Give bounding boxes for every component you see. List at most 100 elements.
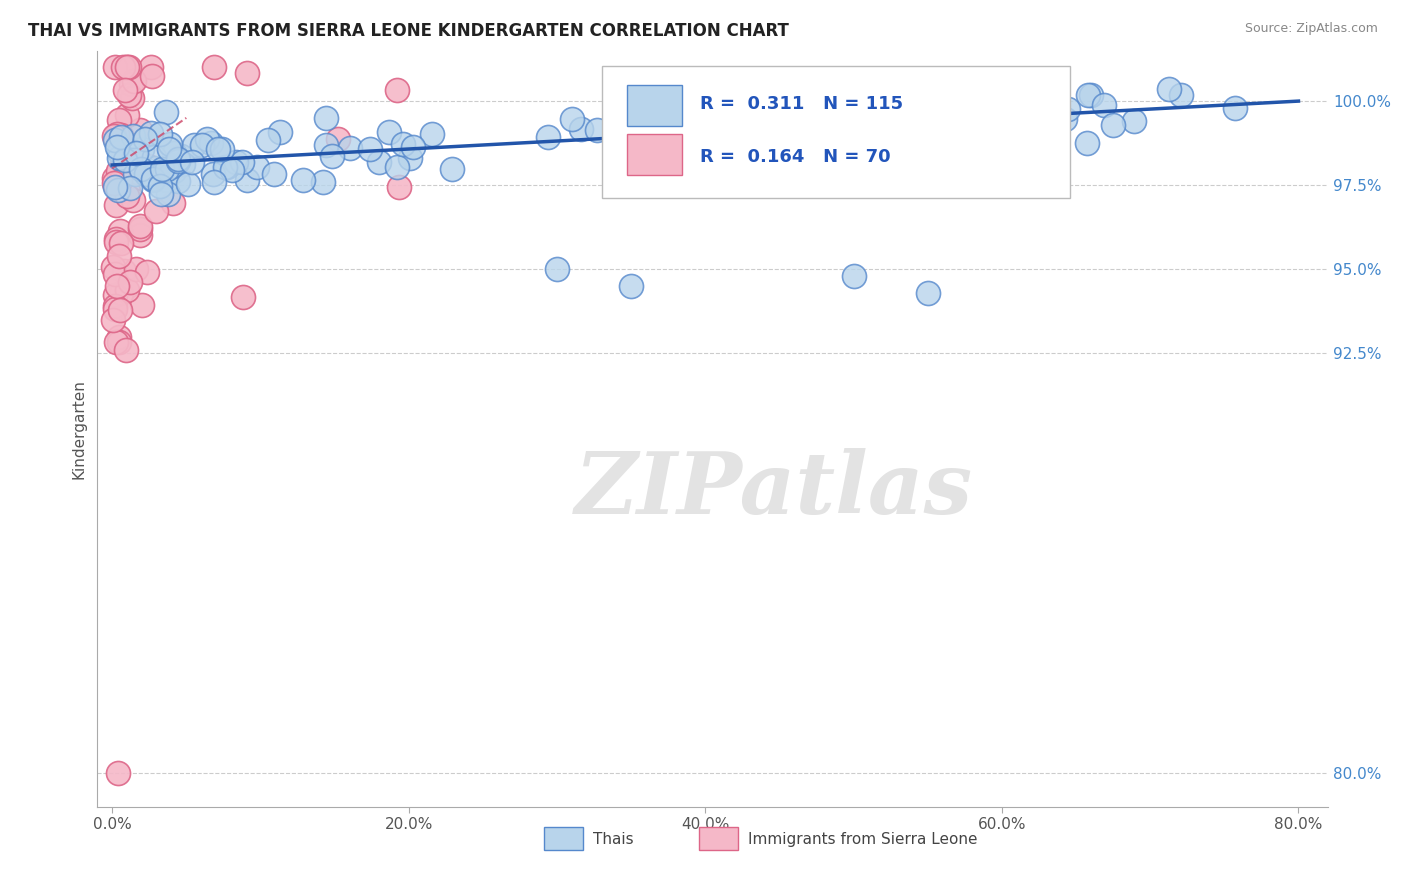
Point bbox=[162, 196, 184, 211]
Point bbox=[177, 177, 200, 191]
Point bbox=[167, 152, 190, 166]
Point bbox=[167, 154, 190, 169]
Point bbox=[121, 128, 143, 143]
Point bbox=[104, 198, 127, 212]
Point bbox=[117, 108, 139, 122]
FancyBboxPatch shape bbox=[627, 134, 682, 176]
Point bbox=[107, 766, 129, 780]
Point bbox=[117, 87, 139, 102]
Point bbox=[1122, 113, 1144, 128]
Point bbox=[842, 268, 865, 283]
Point bbox=[378, 125, 401, 139]
Point bbox=[872, 112, 894, 127]
Point bbox=[211, 142, 233, 156]
Point bbox=[135, 168, 157, 182]
Point bbox=[110, 128, 132, 142]
Point bbox=[385, 160, 408, 174]
Point bbox=[561, 112, 583, 127]
Point bbox=[149, 127, 172, 141]
Point bbox=[620, 131, 643, 145]
Point bbox=[104, 302, 127, 317]
Point bbox=[108, 249, 131, 263]
Point bbox=[110, 224, 132, 238]
Point bbox=[160, 159, 183, 173]
Point bbox=[215, 161, 238, 175]
Point bbox=[122, 193, 145, 207]
Point bbox=[142, 150, 165, 164]
Point bbox=[107, 164, 129, 178]
Text: Immigrants from Sierra Leone: Immigrants from Sierra Leone bbox=[748, 831, 977, 847]
Point bbox=[104, 288, 127, 302]
Point bbox=[950, 120, 973, 135]
Point bbox=[232, 289, 254, 303]
Point bbox=[190, 138, 212, 153]
Point bbox=[128, 219, 150, 233]
Text: R =  0.164   N = 70: R = 0.164 N = 70 bbox=[700, 147, 891, 166]
Point bbox=[730, 151, 752, 165]
Point bbox=[122, 74, 145, 88]
Point bbox=[586, 123, 609, 137]
Point bbox=[934, 126, 956, 140]
Point bbox=[1076, 136, 1098, 151]
Point bbox=[385, 83, 408, 97]
Point bbox=[200, 136, 222, 150]
Point bbox=[103, 177, 125, 191]
Point bbox=[291, 173, 314, 187]
Point bbox=[105, 334, 128, 349]
Point bbox=[1080, 88, 1102, 103]
Y-axis label: Kindergarten: Kindergarten bbox=[72, 379, 86, 479]
FancyBboxPatch shape bbox=[627, 85, 682, 127]
Point bbox=[136, 159, 159, 173]
Point bbox=[263, 167, 285, 181]
Point bbox=[1005, 93, 1028, 107]
Point bbox=[141, 70, 163, 84]
Point bbox=[117, 185, 139, 199]
Point bbox=[108, 112, 131, 127]
Point bbox=[321, 149, 343, 163]
Point bbox=[115, 189, 138, 203]
Point bbox=[994, 112, 1017, 126]
Point bbox=[214, 160, 236, 174]
Point bbox=[148, 178, 170, 193]
Point bbox=[108, 145, 131, 159]
Point bbox=[326, 132, 349, 146]
Point bbox=[139, 126, 162, 140]
Point bbox=[197, 132, 219, 146]
Point bbox=[129, 221, 152, 235]
Point bbox=[112, 150, 135, 164]
Point bbox=[157, 186, 180, 201]
Point bbox=[536, 129, 558, 144]
Point bbox=[257, 133, 280, 147]
Point bbox=[391, 136, 413, 151]
Point bbox=[1170, 87, 1192, 102]
Point bbox=[742, 94, 765, 108]
Point bbox=[131, 142, 153, 156]
Point bbox=[368, 155, 391, 169]
Point bbox=[155, 104, 177, 119]
Point bbox=[111, 61, 134, 75]
Point bbox=[315, 112, 337, 126]
Point bbox=[108, 302, 131, 317]
Point bbox=[115, 343, 138, 357]
Point bbox=[172, 157, 194, 171]
Point bbox=[202, 61, 225, 75]
Point bbox=[163, 145, 186, 160]
Point bbox=[202, 175, 225, 189]
Point bbox=[402, 140, 425, 154]
Point bbox=[152, 161, 174, 176]
Text: ZIPatlas: ZIPatlas bbox=[575, 448, 973, 531]
Point bbox=[155, 173, 177, 187]
Point bbox=[730, 111, 752, 125]
Point bbox=[115, 61, 138, 75]
Point bbox=[107, 127, 129, 141]
Point bbox=[917, 285, 939, 300]
Point bbox=[127, 165, 149, 179]
Point bbox=[121, 91, 143, 105]
Point bbox=[129, 156, 152, 170]
Point bbox=[108, 174, 131, 188]
Point bbox=[131, 298, 153, 312]
Point bbox=[359, 142, 381, 156]
Point bbox=[101, 313, 124, 327]
Point bbox=[170, 149, 193, 163]
Point bbox=[231, 154, 253, 169]
